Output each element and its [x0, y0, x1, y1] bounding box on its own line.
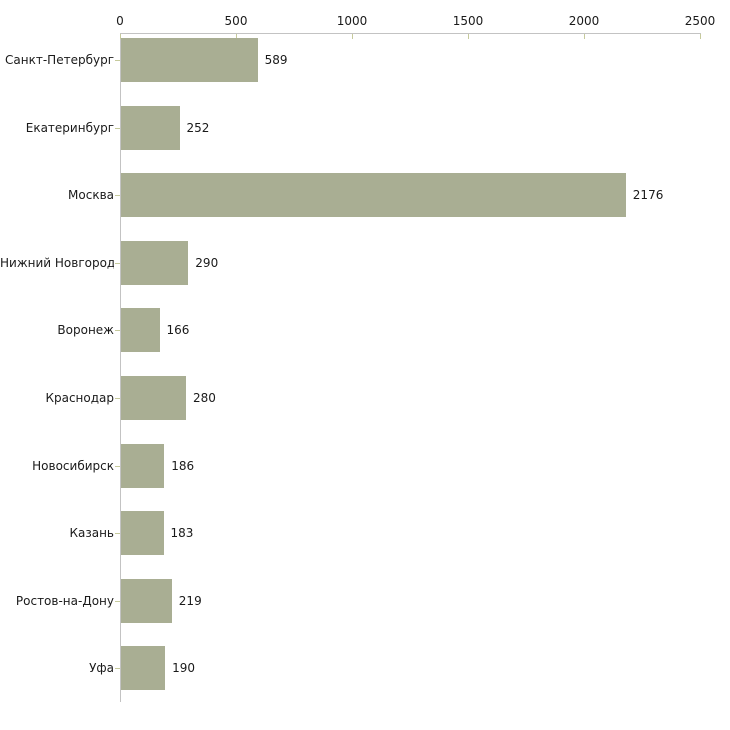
- y-axis-tick-mark: [115, 465, 120, 467]
- y-axis-tick-mark: [115, 533, 120, 535]
- y-axis-tick-mark: [115, 127, 120, 129]
- bar: [121, 376, 186, 420]
- y-axis-tick-mark: [115, 60, 120, 61]
- x-axis-tick-mark: [352, 34, 353, 39]
- bar: [121, 511, 164, 556]
- category-label: Санкт-Петербург: [5, 53, 114, 67]
- bar: [121, 105, 180, 150]
- y-axis-tick-mark: [115, 195, 120, 197]
- x-axis-tick-label: 2000: [568, 14, 600, 28]
- x-axis-tick-mark: [700, 34, 701, 39]
- bar: [121, 240, 189, 285]
- x-axis-tick-mark: [468, 34, 469, 39]
- y-axis-line: [120, 33, 121, 702]
- category-label: Казань: [69, 526, 114, 541]
- category-label: Новосибирск: [32, 458, 114, 473]
- x-axis-tick-mark: [584, 34, 585, 39]
- x-axis-tick-mark: [236, 34, 237, 39]
- bar: [121, 646, 166, 691]
- category-label: Москва: [68, 188, 114, 203]
- bar: [121, 38, 258, 82]
- category-label: Воронеж: [57, 323, 114, 338]
- x-axis-tick-label: 1000: [336, 14, 368, 28]
- value-label: 589: [264, 53, 288, 67]
- y-axis-tick-mark: [115, 262, 120, 264]
- bar: [121, 578, 172, 623]
- value-label: 186: [171, 458, 195, 473]
- x-axis-tick-mark: [120, 34, 121, 39]
- y-axis-tick-mark: [115, 330, 120, 332]
- bar: [121, 173, 626, 218]
- category-label: Екатеринбург: [25, 120, 114, 135]
- bar: [121, 308, 160, 353]
- category-label: Уфа: [89, 661, 114, 676]
- y-axis-tick-mark: [115, 600, 120, 602]
- bar: [121, 443, 165, 488]
- category-label: Ростов-на-Дону: [15, 593, 114, 608]
- x-axis-tick-label: 1500: [452, 14, 484, 28]
- value-label: 166: [166, 323, 190, 338]
- value-label: 190: [172, 661, 195, 676]
- value-label: 2176: [632, 188, 664, 203]
- category-label: Краснодар: [45, 391, 114, 405]
- value-label: 252: [186, 120, 210, 135]
- x-axis-tick-label: 0: [116, 14, 124, 28]
- x-axis-tick-label: 500: [224, 14, 248, 28]
- value-label: 290: [195, 255, 219, 270]
- x-axis-tick-label: 2500: [684, 14, 716, 28]
- x-axis-line: [120, 33, 701, 34]
- y-axis-tick-mark: [115, 668, 120, 670]
- value-label: 280: [193, 391, 216, 405]
- value-label: 183: [170, 526, 194, 541]
- y-axis-tick-mark: [115, 398, 120, 399]
- value-label: 219: [178, 593, 202, 608]
- category-label: Нижний Новгород: [0, 255, 114, 270]
